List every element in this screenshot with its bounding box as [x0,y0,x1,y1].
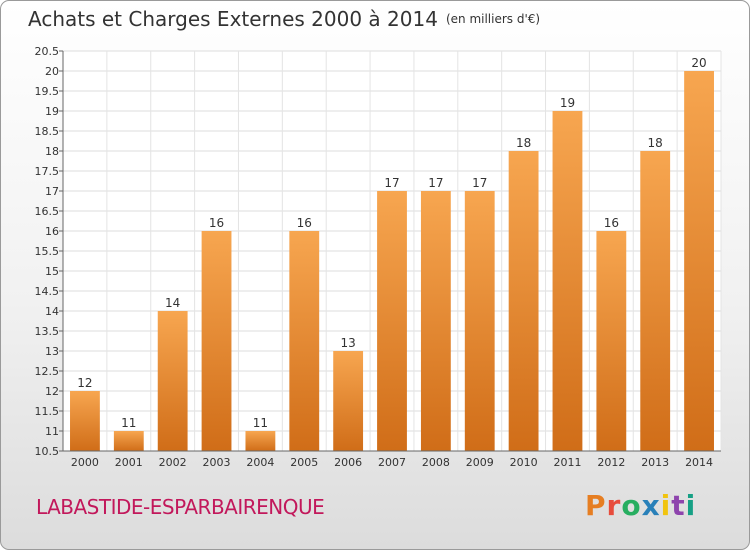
logo-letter: o [621,489,642,522]
bar [245,431,276,451]
x-tick-label: 2013 [641,456,669,469]
y-tick-label: 14 [45,305,59,318]
bar-value-label: 16 [604,216,619,230]
x-tick-label: 2006 [334,456,362,469]
bar [289,231,320,451]
bar-value-label: 13 [340,336,355,350]
y-tick-label: 15.5 [35,245,60,258]
bar-value-label: 17 [384,176,399,190]
bar [552,111,583,451]
x-tick-label: 2011 [553,456,581,469]
y-tick-label: 12.5 [35,365,60,378]
bar [684,71,714,451]
y-tick-label: 19 [45,105,59,118]
x-tick-label: 2005 [290,456,318,469]
y-tick-label: 16.5 [35,205,60,218]
x-tick-label: 2000 [71,456,99,469]
y-tick-label: 11.5 [35,405,60,418]
bar-value-label: 11 [121,416,136,430]
bar-value-label: 19 [560,96,575,110]
logo-letter: i [685,489,697,522]
bar [201,231,232,451]
y-tick-label: 14.5 [35,285,60,298]
y-tick-label: 13 [45,345,59,358]
bar-value-label: 17 [428,176,443,190]
bar-value-label: 18 [648,136,663,150]
bar [420,191,451,451]
title-text: Achats et Charges Externes 2000 à 2014 [28,7,438,31]
commune-name: LABASTIDE-ESPARBAIRENQUE [36,495,325,519]
y-tick-label: 20.5 [35,45,60,58]
bar-value-label: 11 [253,416,268,430]
bar [113,431,144,451]
x-tick-label: 2002 [159,456,187,469]
y-tick-label: 15 [45,265,59,278]
y-tick-label: 11 [45,425,59,438]
y-tick-label: 20 [45,65,59,78]
x-tick-label: 2009 [466,456,494,469]
chart-title: Achats et Charges Externes 2000 à 2014 (e… [28,7,540,31]
bar-value-label: 12 [77,376,92,390]
y-tick-label: 17.5 [35,165,60,178]
bar [377,191,407,451]
bar [157,311,188,451]
y-tick-label: 17 [45,185,59,198]
logo-letter: t [671,489,686,522]
logo-letter: x [641,489,661,522]
bar-value-label: 16 [297,216,312,230]
bar [333,351,364,451]
y-tick-label: 18.5 [35,125,60,138]
bar [596,231,627,451]
bar [464,191,495,451]
bar-value-label: 14 [165,296,180,310]
x-tick-label: 2014 [685,456,713,469]
proxiti-logo: Proxiti [585,489,696,522]
bar [640,151,671,451]
y-tick-label: 13.5 [35,325,60,338]
logo-letter: P [585,489,607,522]
y-tick-label: 12 [45,385,59,398]
x-tick-label: 2007 [378,456,406,469]
bar-value-label: 16 [209,216,224,230]
x-tick-label: 2004 [246,456,274,469]
bar [70,391,100,451]
y-tick-label: 19.5 [35,85,60,98]
title-unit: (en milliers d'€) [445,12,541,26]
y-tick-label: 10.5 [35,445,60,458]
logo-letter: i [660,489,672,522]
bar-value-label: 17 [472,176,487,190]
x-tick-label: 2010 [510,456,538,469]
x-tick-label: 2008 [422,456,450,469]
bar-value-label: 20 [691,56,706,70]
bar-value-label: 18 [516,136,531,150]
bar [508,151,539,451]
y-tick-label: 16 [45,225,59,238]
y-tick-label: 18 [45,145,59,158]
x-tick-label: 2003 [203,456,231,469]
logo-letter: r [606,489,622,522]
x-tick-label: 2001 [115,456,143,469]
x-tick-label: 2012 [597,456,625,469]
